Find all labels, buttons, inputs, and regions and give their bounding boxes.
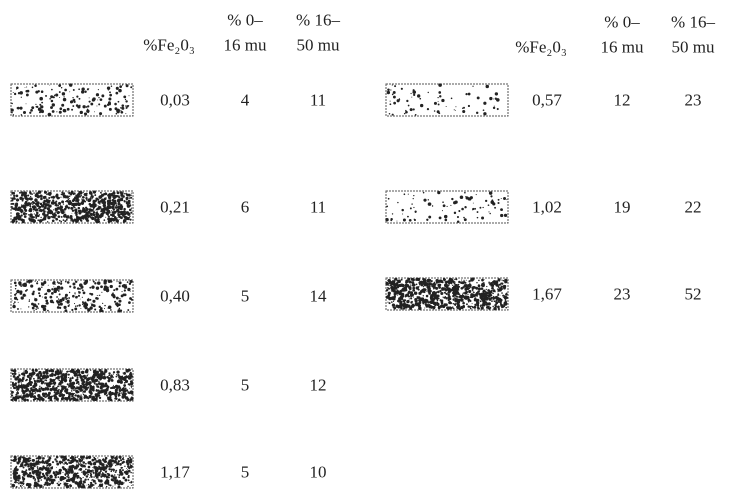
cell: 1,17 (160, 464, 190, 481)
column-header: 50 mu (297, 37, 340, 54)
sample-swatch (385, 277, 509, 311)
cell: 19 (614, 199, 631, 216)
cell: 10 (310, 464, 327, 481)
sample-swatch (385, 190, 509, 224)
sample-swatch (10, 455, 134, 489)
column-header: % 0– (227, 12, 262, 29)
cell: 0,21 (160, 199, 190, 216)
cell: 0,03 (160, 92, 190, 109)
column-header: % 16– (296, 12, 340, 29)
column-header: %Fe₂0₃ (143, 37, 195, 54)
column-header: 50 mu (672, 39, 715, 56)
cell: 14 (310, 288, 327, 305)
cell: 23 (685, 92, 702, 109)
sample-swatch (10, 83, 134, 117)
column-header: 16 mu (224, 37, 267, 54)
cell: 11 (310, 92, 326, 109)
column-header: % 0– (604, 14, 639, 31)
cell: 0,57 (532, 92, 562, 109)
column-header: % 16– (671, 14, 715, 31)
cell: 5 (241, 464, 250, 481)
cell: 5 (241, 377, 250, 394)
cell: 6 (241, 199, 250, 216)
cell: 0,83 (160, 377, 190, 394)
cell: 23 (614, 286, 631, 303)
cell: 1,67 (532, 286, 562, 303)
sample-swatch (10, 368, 134, 402)
sample-swatch (10, 190, 134, 224)
column-header: 16 mu (601, 39, 644, 56)
column-header: %Fe₂0₃ (515, 39, 567, 56)
cell: 12 (614, 92, 631, 109)
cell: 5 (241, 288, 250, 305)
sample-swatch (10, 279, 134, 313)
cell: 1,02 (532, 199, 562, 216)
cell: 52 (685, 286, 702, 303)
cell: 11 (310, 199, 326, 216)
cell: 12 (310, 377, 327, 394)
sample-swatch (385, 83, 509, 117)
cell: 4 (241, 92, 250, 109)
cell: 0,40 (160, 288, 190, 305)
cell: 22 (685, 199, 702, 216)
